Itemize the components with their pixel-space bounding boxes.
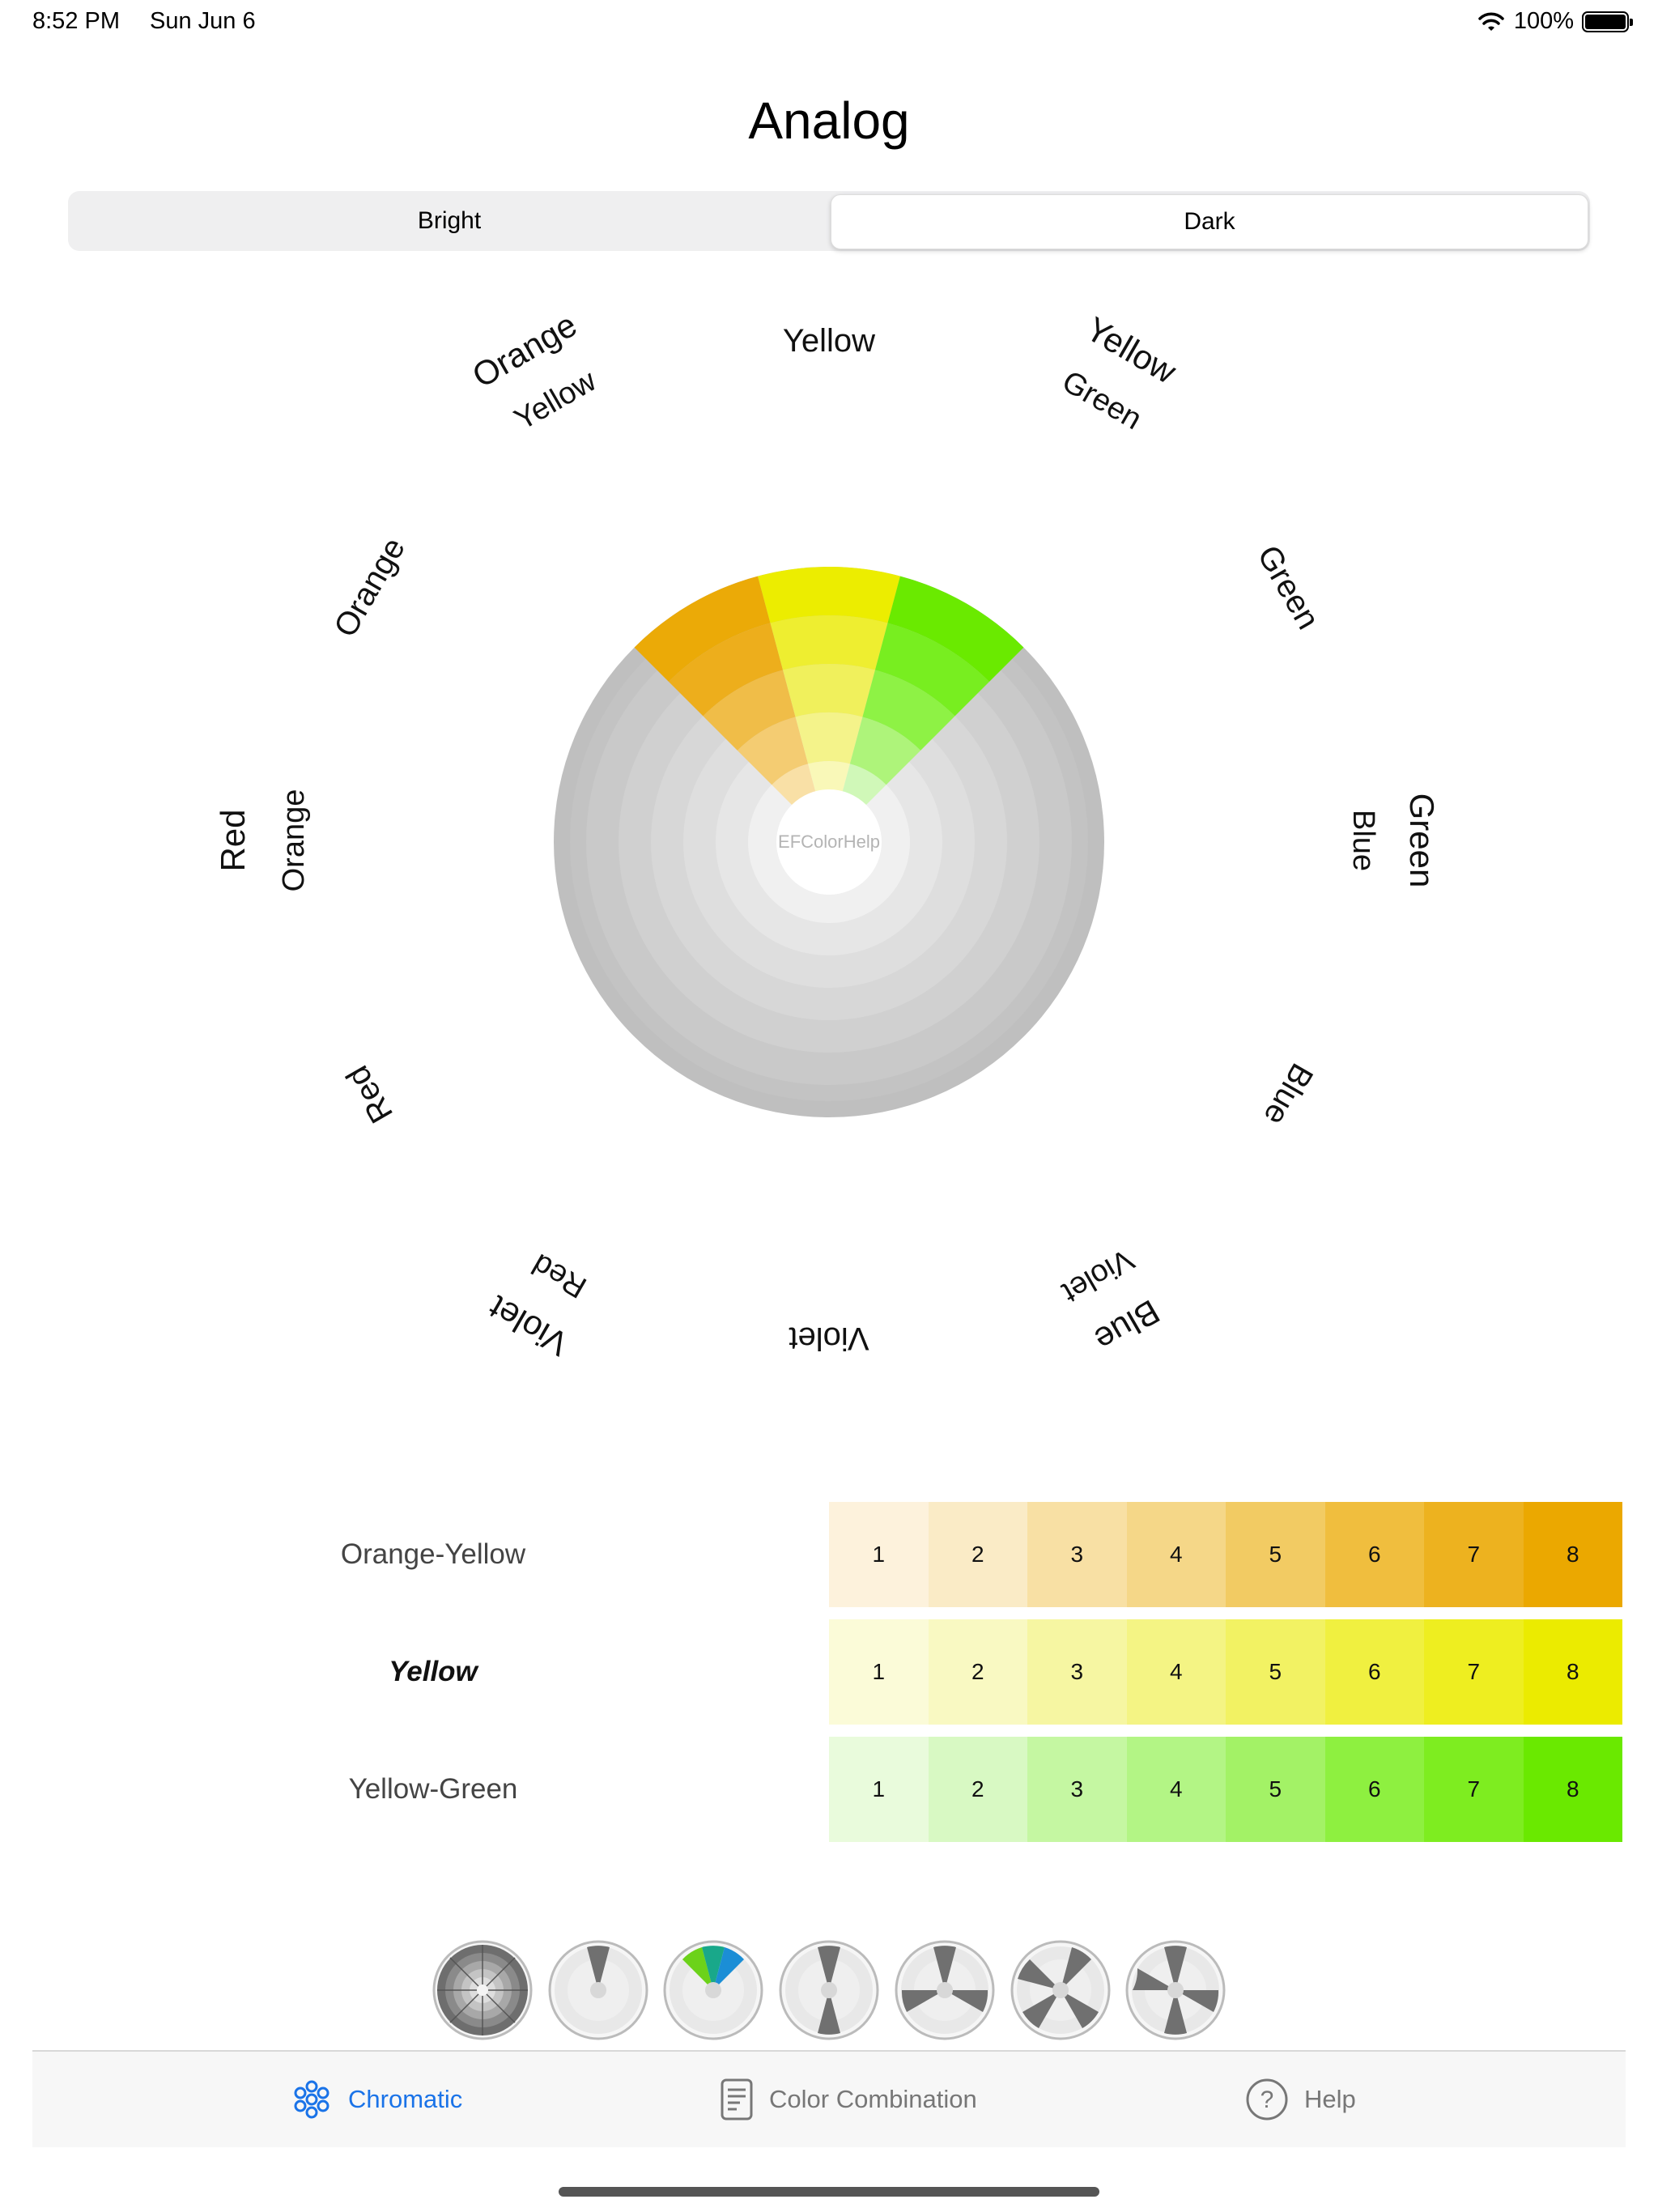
flower-icon — [294, 2080, 329, 2119]
shade-row-yellow-green: Yellow-Green 1 2 3 4 5 6 7 8 — [0, 1737, 1658, 1842]
swatch[interactable]: 2 — [928, 1737, 1027, 1842]
tab-bar: Chromatic Color Combination ? Help — [32, 2050, 1626, 2147]
wheel-center — [776, 789, 882, 895]
svg-text:?: ? — [1261, 2087, 1274, 2113]
label-yellow-green-2: Green — [1056, 364, 1147, 436]
status-bar: 8:52 PM Sun Jun 6 100% — [0, 0, 1658, 44]
swatch-strip: 1 2 3 4 5 6 7 8 — [829, 1619, 1622, 1725]
swatch[interactable]: 6 — [1324, 1619, 1424, 1725]
label-red: Red — [339, 1060, 400, 1129]
sector-orange-yellow[interactable] — [703, 670, 796, 751]
triad-wheel-icon[interactable] — [778, 1939, 880, 2041]
swatch[interactable]: 4 — [1126, 1502, 1226, 1607]
swatch[interactable]: 8 — [1523, 1502, 1622, 1607]
tab-label: Color Combination — [769, 2085, 977, 2113]
theme-segmented-control: Bright Dark — [68, 191, 1590, 251]
swatch[interactable]: 5 — [1226, 1619, 1325, 1725]
label-red-orange-1: Red — [214, 809, 252, 871]
label-orange: Orange — [327, 532, 412, 644]
label-blue: Blue — [1256, 1057, 1320, 1131]
swatch[interactable]: 3 — [1027, 1502, 1127, 1607]
sector-yellow[interactable] — [758, 567, 900, 623]
tab-label: Chromatic — [348, 2085, 463, 2113]
label-green-blue-2: Blue — [1346, 810, 1380, 871]
home-indicator — [559, 2187, 1099, 2197]
status-right: 100% — [1477, 8, 1633, 35]
status-date: Sun Jun 6 — [150, 8, 256, 34]
swatch[interactable]: 1 — [829, 1737, 929, 1842]
swatch-strip: 1 2 3 4 5 6 7 8 — [829, 1502, 1622, 1607]
analog-wheel-icon[interactable] — [662, 1939, 764, 2041]
color-wheel[interactable]: EFColorHelp Yellow Yellow Green Green Gr… — [0, 275, 1658, 1409]
swatch[interactable]: 6 — [1324, 1502, 1424, 1607]
swatch[interactable]: 8 — [1523, 1737, 1622, 1842]
row-label-current: Yellow — [389, 1656, 478, 1687]
sector-orange-yellow[interactable] — [669, 623, 784, 717]
sector-yellow-green[interactable] — [849, 717, 921, 785]
battery-full-icon — [1582, 11, 1633, 32]
swatch[interactable]: 6 — [1324, 1737, 1424, 1842]
swatch[interactable]: 7 — [1424, 1619, 1524, 1725]
tab-chromatic[interactable]: Chromatic — [290, 2052, 462, 2147]
sector-orange-yellow[interactable] — [737, 717, 809, 785]
sector-yellow[interactable] — [783, 664, 875, 717]
sector-yellow-green[interactable] — [862, 670, 955, 751]
label-blue-violet-1: Blue — [1088, 1292, 1166, 1359]
question-circle-icon: ? — [1246, 2078, 1288, 2121]
swatch[interactable]: 8 — [1523, 1619, 1622, 1725]
battery-percent: 100% — [1513, 8, 1574, 34]
tab-help[interactable]: ? Help — [1244, 2052, 1356, 2147]
complementary-wheel-icon[interactable] — [547, 1939, 649, 2041]
label-red-orange-2: Orange — [277, 789, 311, 892]
swatch[interactable]: 5 — [1226, 1502, 1325, 1607]
sector-yellow[interactable] — [795, 713, 863, 764]
swatch[interactable]: 2 — [928, 1619, 1027, 1725]
swatch[interactable]: 7 — [1424, 1737, 1524, 1842]
swatch[interactable]: 4 — [1126, 1619, 1226, 1725]
swatch[interactable]: 5 — [1226, 1737, 1325, 1842]
swatch[interactable]: 2 — [928, 1502, 1027, 1607]
label-blue-violet-2: Violet — [1056, 1242, 1139, 1310]
swatch[interactable]: 3 — [1027, 1619, 1127, 1725]
sector-yellow[interactable] — [770, 615, 888, 670]
swatch[interactable]: 3 — [1027, 1737, 1127, 1842]
shade-row-orange-yellow: Orange-Yellow 1 2 3 4 5 6 7 8 — [0, 1502, 1658, 1607]
swatch[interactable]: 1 — [829, 1502, 929, 1607]
sector-yellow-green[interactable] — [874, 623, 989, 717]
harmony-selector — [0, 1939, 1658, 2041]
swatch-strip: 1 2 3 4 5 6 7 8 — [829, 1737, 1622, 1842]
label-violet-red-1: Violet — [483, 1288, 575, 1363]
status-time: 8:52 PM — [32, 8, 120, 34]
tab-color-combination[interactable]: Color Combination — [719, 2052, 977, 2147]
square-wheel-icon[interactable] — [1010, 1939, 1112, 2041]
split-complementary-wheel-icon[interactable] — [894, 1939, 996, 2041]
label-green: Green — [1250, 539, 1326, 635]
wifi-icon — [1478, 12, 1504, 31]
sector-yellow-green[interactable] — [887, 576, 1024, 683]
shade-row-yellow: Yellow 1 2 3 4 5 6 7 8 — [0, 1619, 1658, 1725]
label-orange-yellow-2: Yellow — [509, 364, 602, 437]
wheel-center-label: EFColorHelp — [778, 832, 880, 852]
monochrome-wheel-icon[interactable] — [432, 1939, 534, 2041]
document-icon — [721, 2078, 753, 2121]
sector-orange-yellow[interactable] — [634, 576, 771, 683]
segment-bright[interactable]: Bright — [417, 207, 482, 234]
segment-dark[interactable]: Dark — [831, 194, 1588, 249]
tab-label: Help — [1304, 2085, 1356, 2113]
label-yellow: Yellow — [783, 323, 875, 359]
tetrad-wheel-icon[interactable] — [1124, 1939, 1226, 2041]
swatch[interactable]: 7 — [1424, 1502, 1524, 1607]
label-green-blue-1: Green — [1403, 793, 1441, 888]
row-label: Yellow-Green — [348, 1773, 518, 1805]
label-violet: Violet — [789, 1321, 869, 1356]
page-title: Analog — [748, 91, 910, 150]
swatch[interactable]: 4 — [1126, 1737, 1226, 1842]
label-violet-red-2: Red — [526, 1247, 592, 1304]
row-label: Orange-Yellow — [340, 1538, 526, 1570]
swatch[interactable]: 1 — [829, 1619, 929, 1725]
